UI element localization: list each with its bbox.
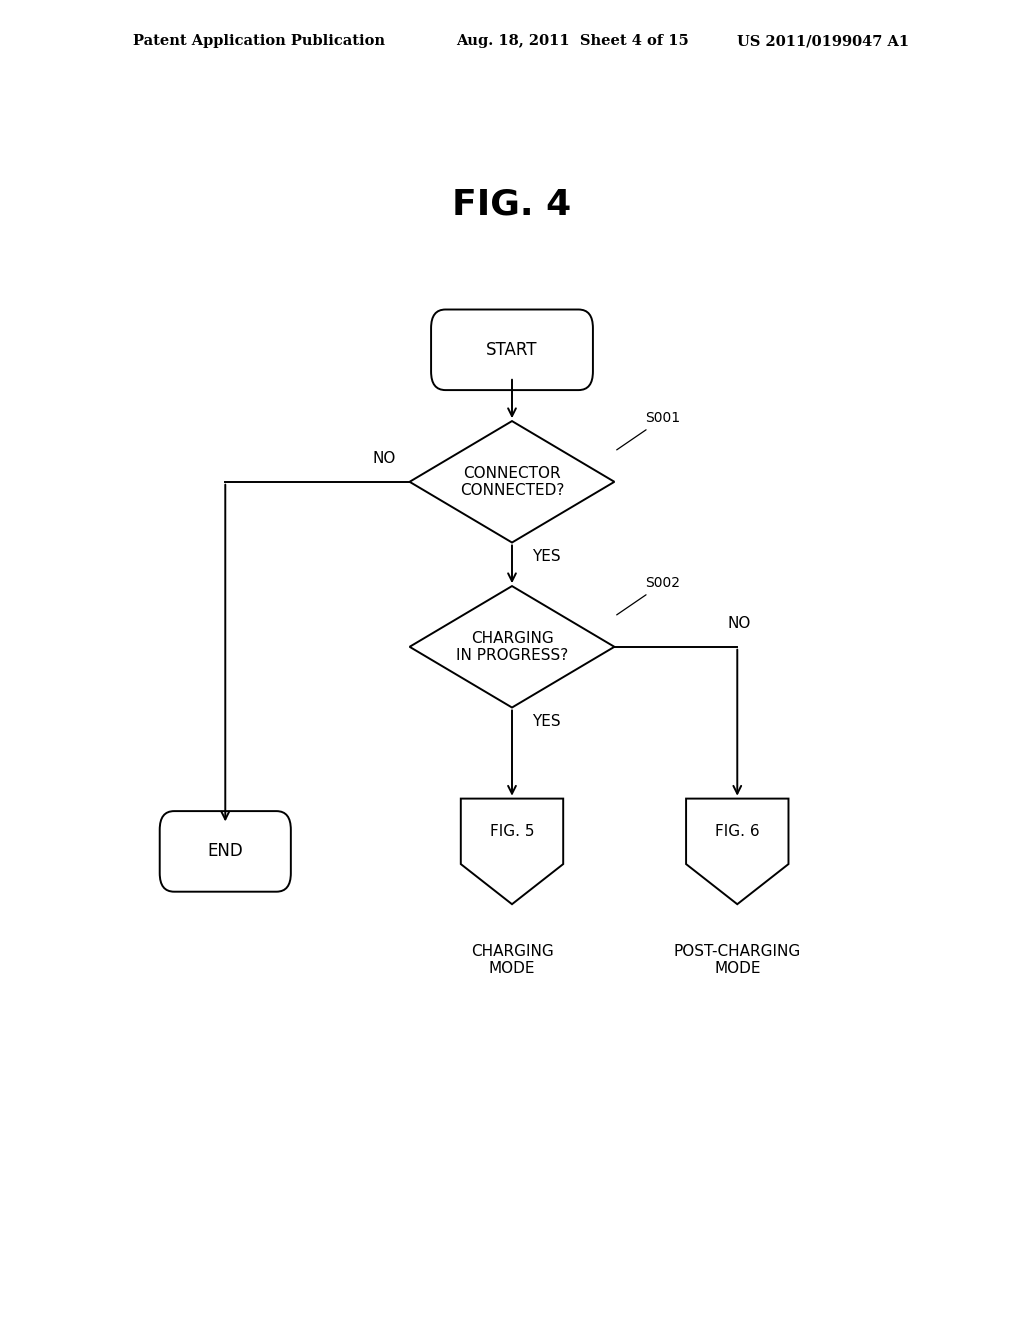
Polygon shape: [410, 421, 614, 543]
Polygon shape: [461, 799, 563, 904]
Text: END: END: [208, 842, 243, 861]
Polygon shape: [410, 586, 614, 708]
Text: NO: NO: [727, 616, 751, 631]
Text: FIG. 5: FIG. 5: [489, 824, 535, 838]
Text: NO: NO: [373, 451, 395, 466]
Text: Aug. 18, 2011  Sheet 4 of 15: Aug. 18, 2011 Sheet 4 of 15: [456, 34, 688, 49]
Text: FIG. 4: FIG. 4: [453, 187, 571, 222]
Text: START: START: [486, 341, 538, 359]
Text: CONNECTOR
CONNECTED?: CONNECTOR CONNECTED?: [460, 466, 564, 498]
FancyBboxPatch shape: [160, 810, 291, 892]
Text: POST-CHARGING
MODE: POST-CHARGING MODE: [674, 944, 801, 977]
FancyBboxPatch shape: [431, 309, 593, 391]
Text: S001: S001: [616, 412, 680, 450]
Text: YES: YES: [532, 714, 561, 729]
Text: S002: S002: [616, 577, 680, 615]
Polygon shape: [686, 799, 788, 904]
Text: FIG. 6: FIG. 6: [715, 824, 760, 838]
Text: CHARGING
IN PROGRESS?: CHARGING IN PROGRESS?: [456, 631, 568, 663]
Text: Patent Application Publication: Patent Application Publication: [133, 34, 385, 49]
Text: YES: YES: [532, 549, 561, 564]
Text: CHARGING
MODE: CHARGING MODE: [471, 944, 553, 977]
Text: US 2011/0199047 A1: US 2011/0199047 A1: [737, 34, 909, 49]
